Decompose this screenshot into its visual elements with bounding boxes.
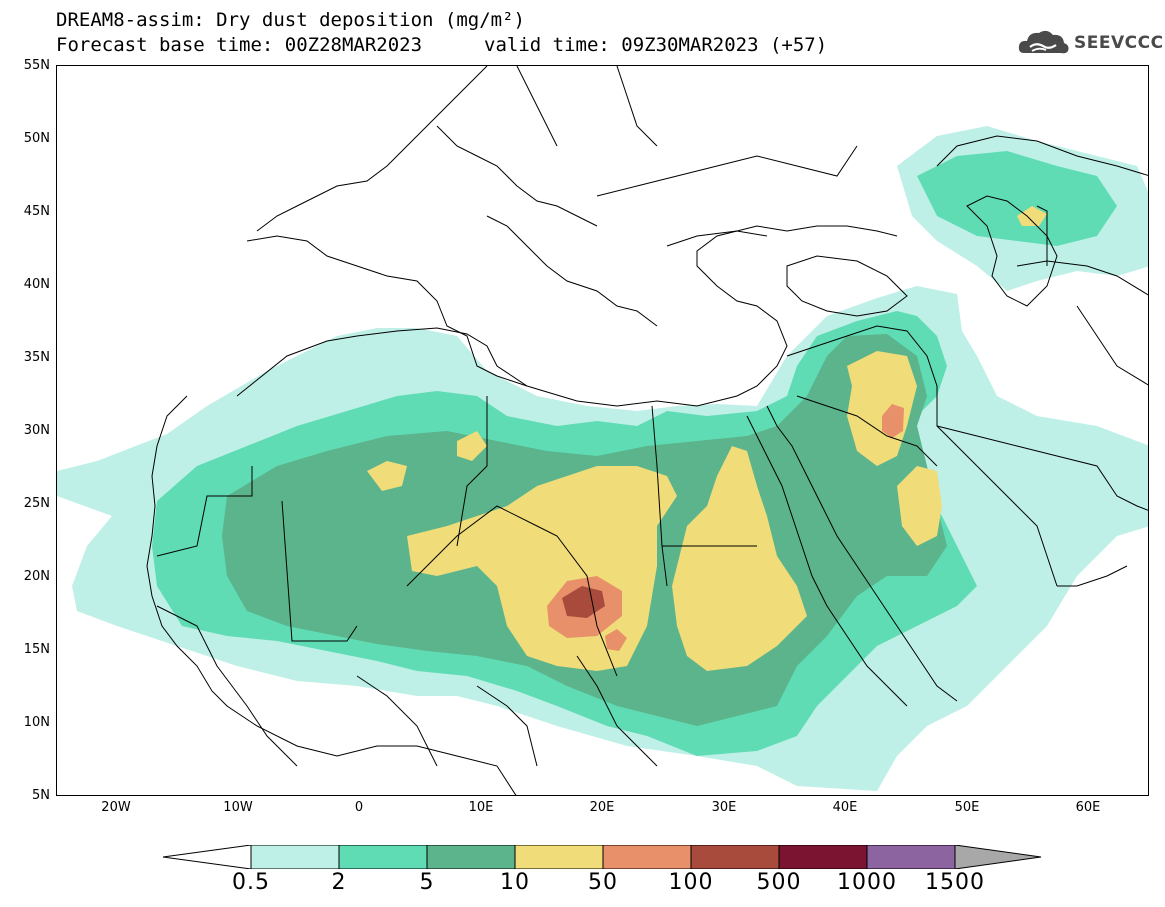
lat-label-10n: 10N — [23, 715, 50, 730]
lat-label-55n: 55N — [23, 58, 50, 73]
colorbar-label-0.5: 0.5 — [232, 870, 270, 895]
colorbar-label-10: 10 — [500, 870, 530, 895]
dust-contour-50-chad2 — [605, 629, 627, 651]
colorbar-swatch-1000-1500 — [866, 845, 956, 869]
lon-label-10w: 10W — [223, 800, 253, 815]
dust-contour-2-caspian — [917, 151, 1117, 246]
cloud-logo-icon — [1018, 30, 1069, 54]
colorbar-swatch-0.5-2 — [250, 845, 340, 869]
colorbar-label-500: 500 — [756, 870, 802, 895]
lat-label-20n: 20N — [23, 569, 50, 584]
dust-contour-10-saudi — [897, 466, 942, 546]
dust-contour-10-egypt — [672, 446, 807, 671]
forecast-base-time: Forecast base time: 00Z28MAR2023 — [56, 34, 423, 56]
dust-contour-10-libya — [457, 431, 487, 461]
lon-label-40e: 40E — [832, 800, 858, 815]
dust-contour-50-iraq — [882, 404, 904, 438]
colorbar-label-100: 100 — [668, 870, 714, 895]
dust-contour-10-algeria — [367, 461, 407, 491]
valid-time: valid time: 09Z30MAR2023 (+57) — [484, 34, 828, 56]
lon-label-0: 0 — [354, 800, 364, 815]
colorbar-swatch-50-100 — [602, 845, 692, 869]
colorbar-label-1500: 1500 — [925, 870, 985, 895]
seevccc-logo: SEEVCCC — [1016, 25, 1163, 61]
lon-label-60e: 60E — [1075, 800, 1101, 815]
lon-label-10e: 10E — [468, 800, 494, 815]
country-borders — [146, 66, 1148, 795]
lat-label-45n: 45N — [23, 204, 50, 219]
colorbar-low-arrow — [163, 845, 252, 869]
lat-label-40n: 40N — [23, 277, 50, 292]
colorbar-label-1000: 1000 — [837, 870, 897, 895]
lat-label-30n: 30N — [23, 423, 50, 438]
colorbar-swatch-5-10 — [426, 845, 516, 869]
dust-contour-10-caspian — [1017, 206, 1047, 226]
map-panel[interactable] — [56, 65, 1149, 796]
colorbar-swatch-100-500 — [690, 845, 780, 869]
lat-label-15n: 15N — [23, 642, 50, 657]
colorbar-label-5: 5 — [419, 870, 435, 895]
lat-label-35n: 35N — [23, 350, 50, 365]
lat-label-25n: 25N — [23, 496, 50, 511]
colorbar-label-2: 2 — [331, 870, 347, 895]
colorbar-swatch-500-1000 — [778, 845, 868, 869]
colorbar-swatch-10-50 — [514, 845, 604, 869]
lat-label-5n: 5N — [32, 788, 50, 803]
dust-contour-10-iraq — [847, 351, 917, 466]
lat-label-50n: 50N — [23, 131, 50, 146]
colorbar-high-arrow — [954, 845, 1042, 869]
colorbar-label-50: 50 — [588, 870, 618, 895]
map-title: DREAM8-assim: Dry dust deposition (mg/m²… — [56, 9, 525, 31]
colorbar-swatch-2-5 — [338, 845, 428, 869]
lon-label-20w: 20W — [101, 800, 131, 815]
logo-text: SEEVCCC — [1074, 33, 1164, 53]
lon-label-20e: 20E — [589, 800, 615, 815]
dust-map — [57, 66, 1148, 795]
colorbar — [163, 845, 1042, 869]
lon-label-50e: 50E — [954, 800, 980, 815]
lon-label-30e: 30E — [711, 800, 737, 815]
